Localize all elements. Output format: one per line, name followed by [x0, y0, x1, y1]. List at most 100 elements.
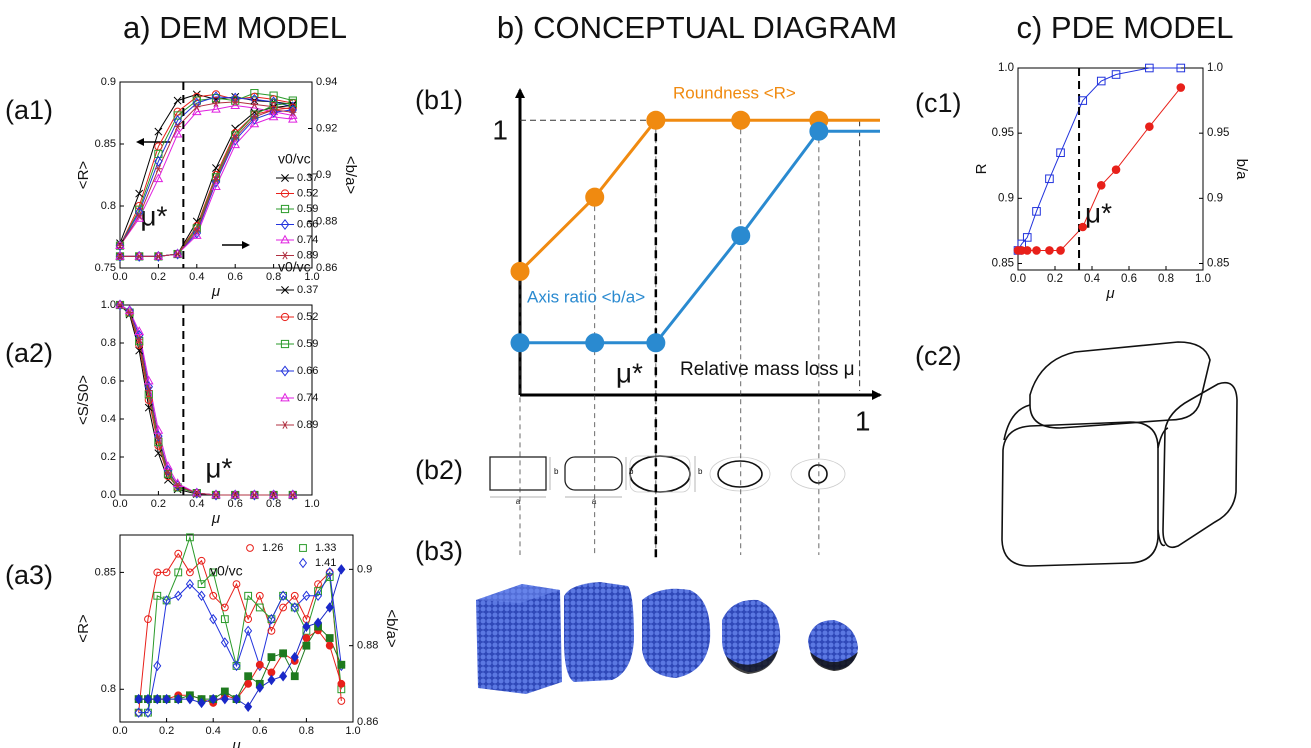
y-tick-label: 0.9: [998, 192, 1014, 204]
y-tick-label: 0.0: [101, 489, 116, 501]
y-axis-label: R: [973, 163, 990, 174]
marker: [251, 101, 258, 108]
y-tick-label: 0.75: [95, 262, 116, 274]
y-tick-label: 0.9: [101, 76, 116, 88]
marker: [1112, 166, 1120, 174]
y2-axis-label: b/a: [1233, 159, 1250, 181]
y-tick-label: 1.0: [998, 62, 1014, 74]
dimension-label: b: [554, 467, 559, 476]
marker: [647, 334, 665, 352]
x-axis-label: μ: [211, 510, 220, 527]
marker: [268, 676, 275, 685]
marker: [732, 111, 750, 129]
x-tick-label: 0.2: [151, 498, 166, 510]
pde-shape-sketch: [1002, 342, 1237, 566]
y-tick-label: 0.85: [95, 138, 116, 150]
legend-label: 0.59: [297, 338, 318, 350]
marker: [1046, 247, 1054, 255]
legend-marker: [300, 559, 307, 568]
legend-label: 0.89: [297, 419, 318, 431]
series-label: Roundness <R>: [673, 83, 796, 102]
x-axis-label: μ: [211, 283, 220, 300]
legend-label: 0.52: [297, 187, 318, 199]
annotation: μ*: [1085, 197, 1112, 228]
y2-tick-label: 0.88: [357, 640, 378, 652]
legend-label: 0.66: [297, 218, 318, 230]
marker: [326, 642, 333, 649]
sketch-face: [1002, 422, 1158, 566]
legend-label: 0.59: [297, 203, 318, 215]
y-tick-label: 1: [492, 115, 508, 146]
x-tick-label: 0.2: [1047, 273, 1063, 285]
y-tick-label: 0.4: [101, 413, 116, 425]
legend-label: 0.74: [297, 234, 318, 246]
y2-tick-label: 0.95: [1207, 127, 1229, 139]
panel-label: (a2): [5, 338, 53, 368]
x-tick-label: 1.0: [1195, 273, 1211, 285]
y-tick-label: 0.85: [992, 258, 1014, 270]
y2-tick-label: 0.9: [1207, 192, 1223, 204]
legend-title: v0/vc: [278, 151, 311, 167]
marker: [221, 688, 228, 695]
page: a) DEM MODEL b) CONCEPTUAL DIAGRAM c) PD…: [0, 0, 1311, 748]
y2-tick-label: 0.85: [1207, 258, 1229, 270]
panel-label: (b1): [415, 85, 463, 115]
heading: c) PDE MODEL: [1016, 10, 1233, 45]
x-tick-label: 0.6: [252, 725, 267, 737]
heading: a) DEM MODEL: [123, 10, 347, 45]
marker: [586, 334, 604, 352]
legend-label: 0.37: [297, 284, 318, 296]
legend-label: 1.26: [262, 542, 283, 554]
x-tick-label: 0.4: [189, 271, 204, 283]
shape-sequence: [490, 456, 845, 497]
marker: [245, 673, 252, 680]
x-tick-label: 0.0: [112, 725, 127, 737]
x-axis-label: Relative mass loss μ: [680, 359, 855, 380]
marker: [1177, 84, 1185, 92]
y2-tick-label: 0.94: [316, 76, 337, 88]
aggregate: [642, 589, 710, 678]
legend-label: 1.33: [315, 542, 336, 554]
marker: [268, 669, 275, 676]
panel-label: (c1): [915, 88, 962, 118]
marker: [280, 650, 287, 657]
marker: [1023, 247, 1031, 255]
shape: [630, 456, 690, 492]
panel-label: (a3): [5, 560, 53, 590]
series-line: [120, 108, 293, 257]
x-tick-label: 0.2: [159, 725, 174, 737]
legend-label: 0.66: [297, 365, 318, 377]
x-tick-label: 0.8: [299, 725, 314, 737]
shape: [718, 461, 762, 487]
marker: [212, 164, 219, 171]
marker: [338, 661, 345, 668]
x-tick-label: 0.6: [1121, 273, 1137, 285]
series-line: [120, 103, 293, 256]
x-axis-label: μ: [231, 737, 240, 748]
series-line: [120, 110, 293, 256]
sketch-face: [1163, 383, 1237, 548]
x-tick-label: 0.4: [206, 725, 221, 737]
marker: [155, 128, 162, 135]
y-tick-label: 0.8: [101, 683, 116, 695]
legend-label: 0.37: [297, 172, 318, 184]
y-tick-label: 0.2: [101, 451, 116, 463]
legend-marker: [247, 545, 254, 552]
marker: [303, 635, 310, 642]
marker: [326, 635, 333, 642]
legend-marker: [300, 545, 307, 552]
series-line: [520, 131, 819, 343]
y2-tick-label: 0.86: [357, 716, 378, 728]
y-tick-label: 0.8: [101, 337, 116, 349]
y2-axis-label: <b/a>: [383, 609, 400, 648]
legend-label: 0.74: [297, 392, 318, 404]
x-tick-label: 0.8: [1158, 273, 1174, 285]
marker: [268, 654, 275, 661]
dimension-label: b: [629, 467, 634, 476]
x-tick-label: 1.0: [304, 498, 319, 510]
marker: [174, 97, 181, 104]
panel-label: (c2): [915, 341, 962, 371]
plot-frame: [1018, 68, 1203, 270]
series-line: [520, 120, 819, 271]
legend-marker: [281, 236, 289, 243]
